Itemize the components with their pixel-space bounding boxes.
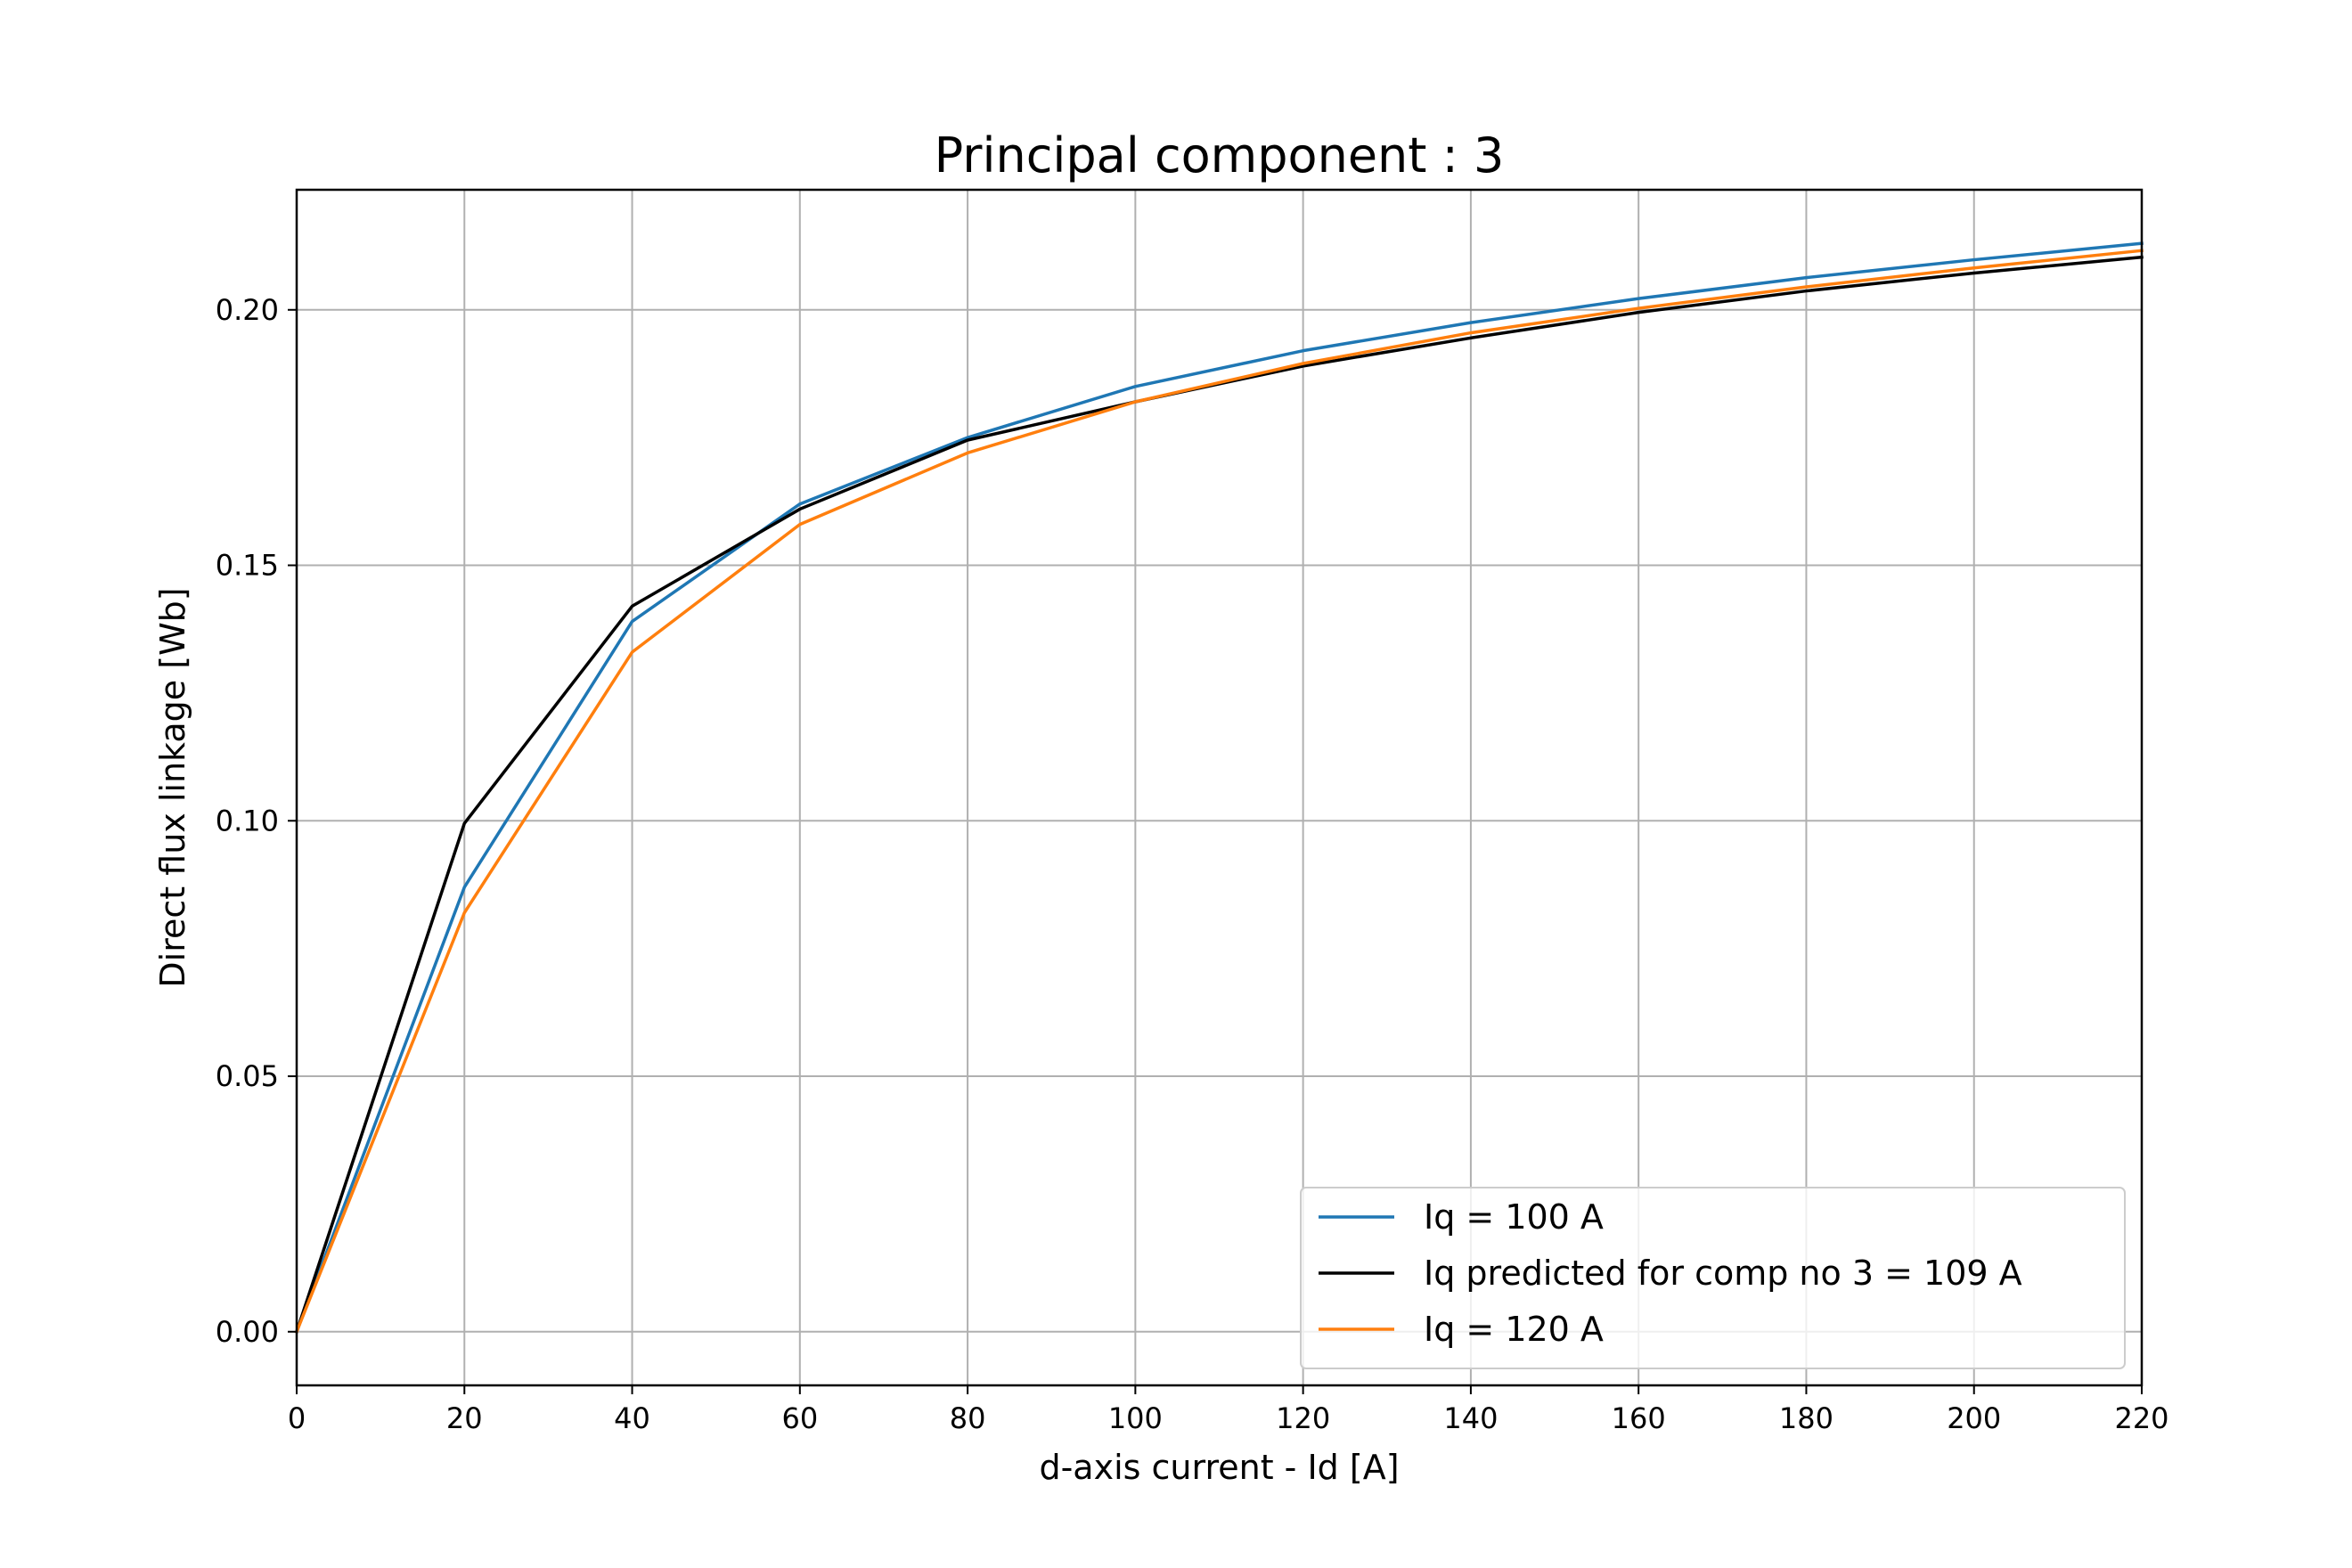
y-axis-label: Direct flux linkage [Wb] — [153, 587, 192, 987]
x-tick-label: 0 — [288, 1401, 306, 1435]
legend-label: Iq = 120 A — [1424, 1310, 1604, 1349]
x-tick-label: 80 — [950, 1401, 986, 1435]
y-tick-label: 0.15 — [216, 549, 279, 583]
x-tick-label: 200 — [1947, 1401, 2001, 1435]
x-axis-label: d-axis current - Id [A] — [1039, 1448, 1399, 1487]
x-tick-label: 120 — [1276, 1401, 1330, 1435]
x-tick-label: 220 — [2114, 1401, 2168, 1435]
y-tick-label: 0.10 — [216, 804, 279, 837]
x-tick-label: 60 — [781, 1401, 818, 1435]
x-tick-label: 140 — [1443, 1401, 1498, 1435]
legend: Iq = 100 A Iq predicted for comp no 3 = 1… — [1300, 1187, 2126, 1369]
y-tick-label: 0.20 — [216, 293, 279, 327]
x-tick-label: 100 — [1108, 1401, 1163, 1435]
grid-lines — [296, 190, 2143, 1385]
axis-ticks: 0 20 40 60 80 100 120 140 160 180 200 220 0.00 0.05 0.… — [216, 293, 2169, 1435]
x-tick-label: 40 — [614, 1401, 650, 1435]
plot-frame — [295, 188, 2144, 1387]
legend-box — [1300, 1187, 2126, 1369]
series-line-1 — [294, 241, 2144, 1335]
x-tick-label: 160 — [1612, 1401, 1666, 1435]
legend-label: Iq predicted for comp no 3 = 109 A — [1424, 1254, 2022, 1293]
series-lines — [294, 241, 2144, 1335]
legend-label: Iq = 100 A — [1424, 1197, 1604, 1237]
chart-title: Principal component : 3 — [935, 127, 1505, 184]
x-tick-label: 20 — [446, 1401, 483, 1435]
y-tick-label: 0.00 — [216, 1315, 279, 1349]
y-tick-label: 0.05 — [216, 1059, 279, 1093]
series-line-3 — [294, 249, 2144, 1335]
x-tick-label: 180 — [1779, 1401, 1833, 1435]
